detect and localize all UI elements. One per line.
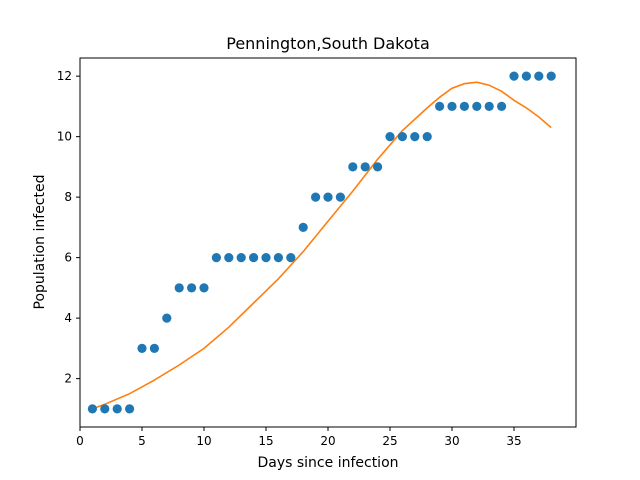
- data-point: [286, 253, 296, 263]
- data-point: [112, 404, 122, 414]
- data-point: [187, 283, 197, 293]
- data-point: [298, 222, 308, 232]
- data-point: [162, 313, 172, 323]
- data-point: [546, 71, 556, 81]
- data-point: [348, 162, 358, 172]
- x-axis-label: Days since infection: [257, 455, 398, 471]
- data-point: [311, 192, 321, 202]
- y-tick-label: 12: [57, 69, 72, 83]
- data-points-layer: [87, 71, 556, 414]
- x-tick-label: 15: [258, 434, 273, 448]
- data-point: [125, 404, 135, 414]
- y-tick-label: 10: [57, 130, 72, 144]
- data-point: [236, 253, 246, 263]
- data-point: [397, 132, 407, 142]
- x-axis: 0 5 10 15 20 25 30 35: [76, 427, 522, 448]
- x-tick-label: 5: [138, 434, 146, 448]
- data-point: [360, 162, 370, 172]
- data-point: [385, 132, 395, 142]
- data-point: [100, 404, 110, 414]
- x-tick-label: 25: [382, 434, 397, 448]
- data-point: [273, 253, 283, 263]
- data-point: [422, 132, 432, 142]
- data-point: [534, 71, 544, 81]
- data-point: [435, 101, 445, 111]
- data-point: [509, 71, 519, 81]
- y-axis: 2 4 6 8 10 12: [57, 69, 80, 386]
- data-point: [459, 101, 469, 111]
- x-tick-label: 35: [506, 434, 521, 448]
- data-point: [447, 101, 457, 111]
- data-point: [472, 101, 482, 111]
- data-point: [335, 192, 345, 202]
- y-tick-label: 2: [64, 372, 72, 386]
- data-point: [521, 71, 532, 81]
- data-point: [373, 162, 383, 172]
- y-tick-label: 8: [64, 190, 72, 204]
- data-point: [199, 283, 209, 293]
- fit-curve: [92, 81, 552, 410]
- x-tick-label: 10: [196, 434, 211, 448]
- data-point: [149, 343, 159, 353]
- data-point: [323, 192, 333, 202]
- data-point: [497, 101, 507, 111]
- chart-title: Pennington,South Dakota: [226, 34, 430, 53]
- fit-curve-layer: [92, 81, 552, 410]
- y-axis-label: Population infected: [32, 175, 48, 310]
- y-tick-label: 4: [64, 311, 72, 325]
- data-point: [484, 101, 494, 111]
- data-point: [410, 132, 420, 142]
- data-point: [137, 343, 147, 353]
- data-point: [261, 253, 271, 263]
- data-point: [211, 253, 221, 263]
- data-point: [249, 253, 259, 263]
- data-point: [224, 253, 234, 263]
- x-tick-label: 30: [444, 434, 459, 448]
- data-point: [87, 404, 97, 414]
- y-tick-label: 6: [64, 251, 72, 265]
- x-tick-label: 0: [76, 434, 84, 448]
- data-point: [174, 283, 184, 293]
- x-tick-label: 20: [320, 434, 335, 448]
- plot-frame: [79, 57, 577, 428]
